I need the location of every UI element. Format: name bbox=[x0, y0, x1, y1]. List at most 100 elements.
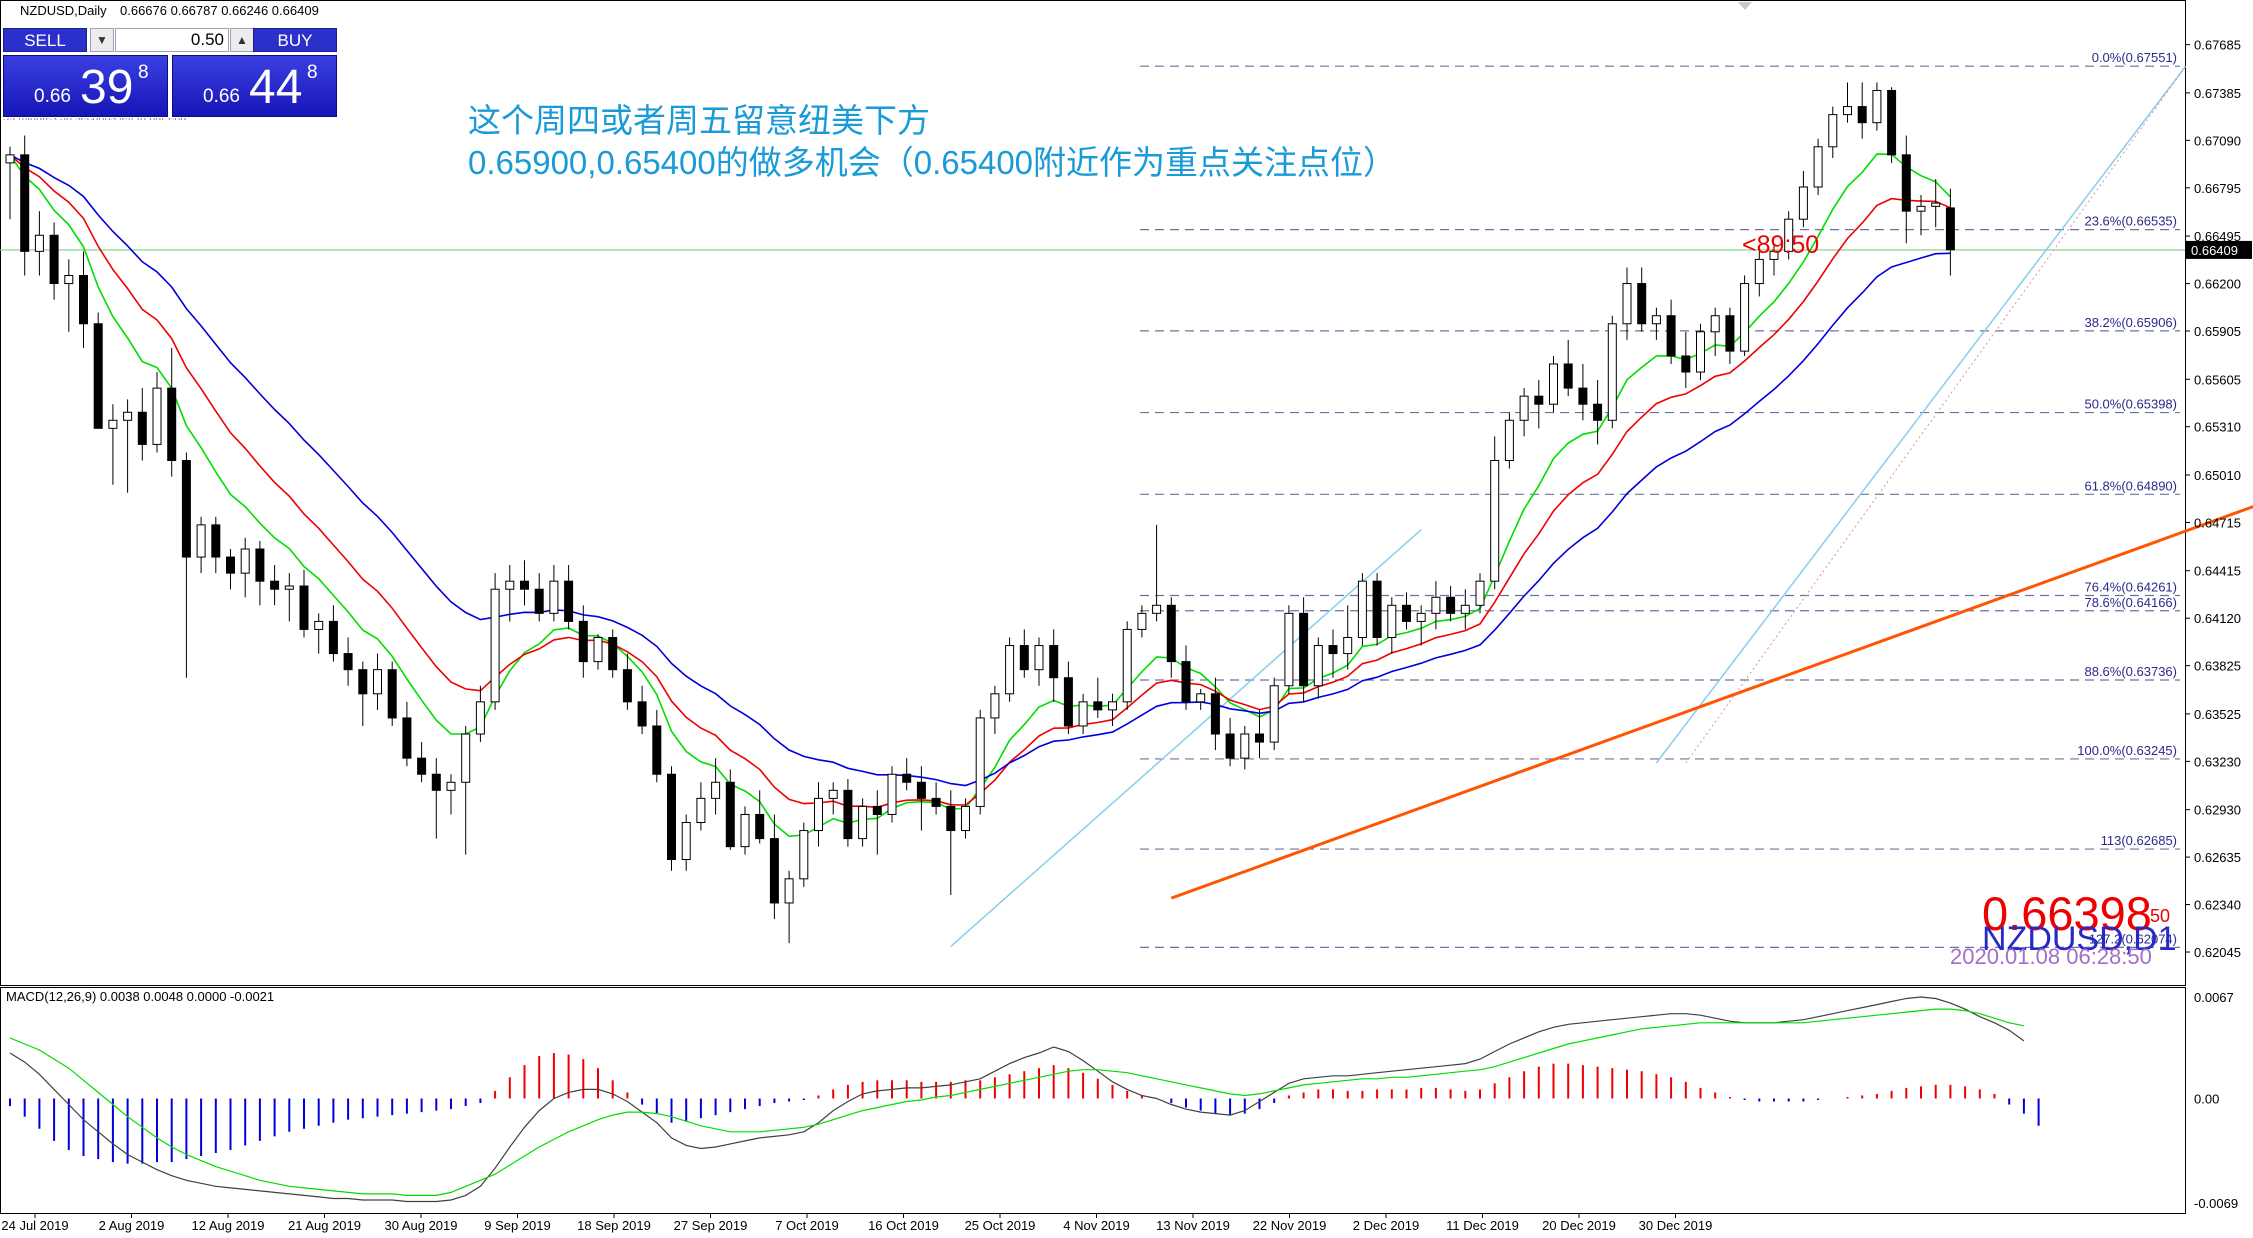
candle-body bbox=[152, 387, 162, 445]
buy-button[interactable]: BUY bbox=[253, 28, 337, 52]
lot-size-input[interactable] bbox=[115, 28, 229, 52]
price-tick-label: 0.66200 bbox=[2194, 277, 2241, 292]
price-tick-label: 0.65905 bbox=[2194, 324, 2241, 339]
watermark-price-sup: 50 bbox=[2150, 906, 2170, 926]
candle-body bbox=[1269, 685, 1279, 743]
candle-body bbox=[1034, 645, 1044, 671]
buy-quote-pips: 44 bbox=[249, 61, 303, 114]
candle bbox=[1504, 412, 1514, 469]
buy-quote-button[interactable]: 0.66 44 8 bbox=[172, 55, 337, 117]
candle-body bbox=[20, 154, 30, 252]
candle-body bbox=[1549, 363, 1558, 405]
date-tick-label: 30 Aug 2019 bbox=[384, 1218, 457, 1233]
candle-body bbox=[1402, 604, 1411, 622]
candle-body bbox=[1784, 218, 1794, 252]
candle-body bbox=[1622, 283, 1632, 325]
candle-body bbox=[902, 773, 912, 783]
candle bbox=[446, 774, 456, 815]
candle bbox=[402, 701, 412, 767]
candle bbox=[255, 540, 265, 606]
date-tick-label: 20 Dec 2019 bbox=[1542, 1218, 1616, 1233]
candle-body bbox=[990, 693, 1000, 719]
candle-body bbox=[64, 275, 74, 285]
candle bbox=[1299, 597, 1309, 702]
candle-body bbox=[490, 588, 500, 703]
candle bbox=[34, 211, 44, 276]
candle bbox=[593, 634, 603, 670]
candle-body bbox=[946, 805, 956, 832]
current-price-badge bbox=[2186, 240, 2252, 259]
candle bbox=[1181, 645, 1191, 710]
price-tick-label: 0.64715 bbox=[2194, 515, 2241, 530]
price-tick-label: 0.65605 bbox=[2194, 372, 2241, 387]
candle-body bbox=[431, 773, 441, 791]
candle-body bbox=[887, 773, 897, 815]
candle-body bbox=[1063, 677, 1073, 727]
candle-body bbox=[1696, 331, 1705, 373]
candle-body bbox=[534, 588, 544, 614]
candle-body bbox=[167, 387, 177, 462]
candle bbox=[270, 565, 280, 606]
price-tick-label: 0.62340 bbox=[2194, 898, 2241, 913]
lot-increase-button[interactable]: ▲ bbox=[230, 28, 254, 52]
candle-body bbox=[1578, 387, 1588, 405]
lot-decrease-button[interactable]: ▼ bbox=[90, 28, 114, 52]
candle bbox=[1166, 597, 1176, 678]
price-tick-label: 0.63825 bbox=[2194, 659, 2241, 674]
date-tick-label: 11 Dec 2019 bbox=[1446, 1218, 1519, 1233]
fib-level-label: 61.8%(0.64890) bbox=[2084, 478, 2177, 493]
date-tick-label: 30 Dec 2019 bbox=[1639, 1218, 1713, 1233]
candle bbox=[711, 758, 721, 815]
candle-body bbox=[1607, 323, 1617, 421]
candle-body bbox=[858, 805, 868, 840]
sell-quote-button[interactable]: 0.66 39 8 bbox=[3, 55, 168, 117]
candle bbox=[1534, 380, 1544, 429]
candle-body bbox=[740, 813, 750, 848]
watermark-symbol: NZDUSD,D1 bbox=[1982, 920, 2177, 958]
candle-body bbox=[1108, 701, 1117, 711]
candle bbox=[667, 766, 676, 871]
candle bbox=[1843, 82, 1852, 123]
candle bbox=[725, 769, 735, 850]
candle bbox=[564, 565, 574, 630]
candle bbox=[137, 388, 147, 461]
sell-button[interactable]: SELL bbox=[3, 28, 87, 52]
channel-line bbox=[1655, 65, 2187, 764]
candle-body bbox=[1387, 604, 1397, 638]
candle bbox=[240, 537, 250, 598]
candle bbox=[196, 516, 206, 574]
candle bbox=[1093, 677, 1103, 718]
candle-body bbox=[1798, 186, 1808, 220]
candle bbox=[1019, 629, 1029, 678]
price-tick-label: 0.66495 bbox=[2194, 229, 2241, 244]
candle bbox=[1152, 524, 1162, 622]
candle bbox=[358, 661, 368, 726]
candle-body bbox=[711, 781, 721, 799]
candle-body bbox=[696, 797, 706, 824]
candle-body bbox=[828, 789, 838, 799]
candle bbox=[990, 685, 1000, 735]
candle bbox=[931, 782, 941, 815]
candle bbox=[520, 560, 529, 606]
candle bbox=[1210, 677, 1220, 751]
candle-body bbox=[1872, 89, 1882, 124]
candle bbox=[49, 222, 59, 300]
candle-body bbox=[417, 757, 427, 775]
candle bbox=[20, 135, 30, 276]
candle-body bbox=[652, 725, 662, 775]
candle-body bbox=[784, 878, 794, 904]
buy-quote-prefix: 0.66 bbox=[203, 86, 240, 107]
countdown-label: <89:50 bbox=[1742, 231, 1819, 259]
candle bbox=[1916, 195, 1926, 236]
candle-body bbox=[916, 781, 926, 799]
date-tick-label: 25 Oct 2019 bbox=[965, 1218, 1036, 1233]
candle-body bbox=[1887, 89, 1897, 156]
candle-body bbox=[593, 636, 603, 663]
candle bbox=[755, 790, 765, 844]
candle-body bbox=[1490, 460, 1500, 582]
candle bbox=[1431, 581, 1441, 630]
candle bbox=[1607, 315, 1617, 429]
candle bbox=[534, 573, 544, 622]
candle bbox=[1857, 82, 1867, 139]
candle bbox=[681, 814, 691, 871]
